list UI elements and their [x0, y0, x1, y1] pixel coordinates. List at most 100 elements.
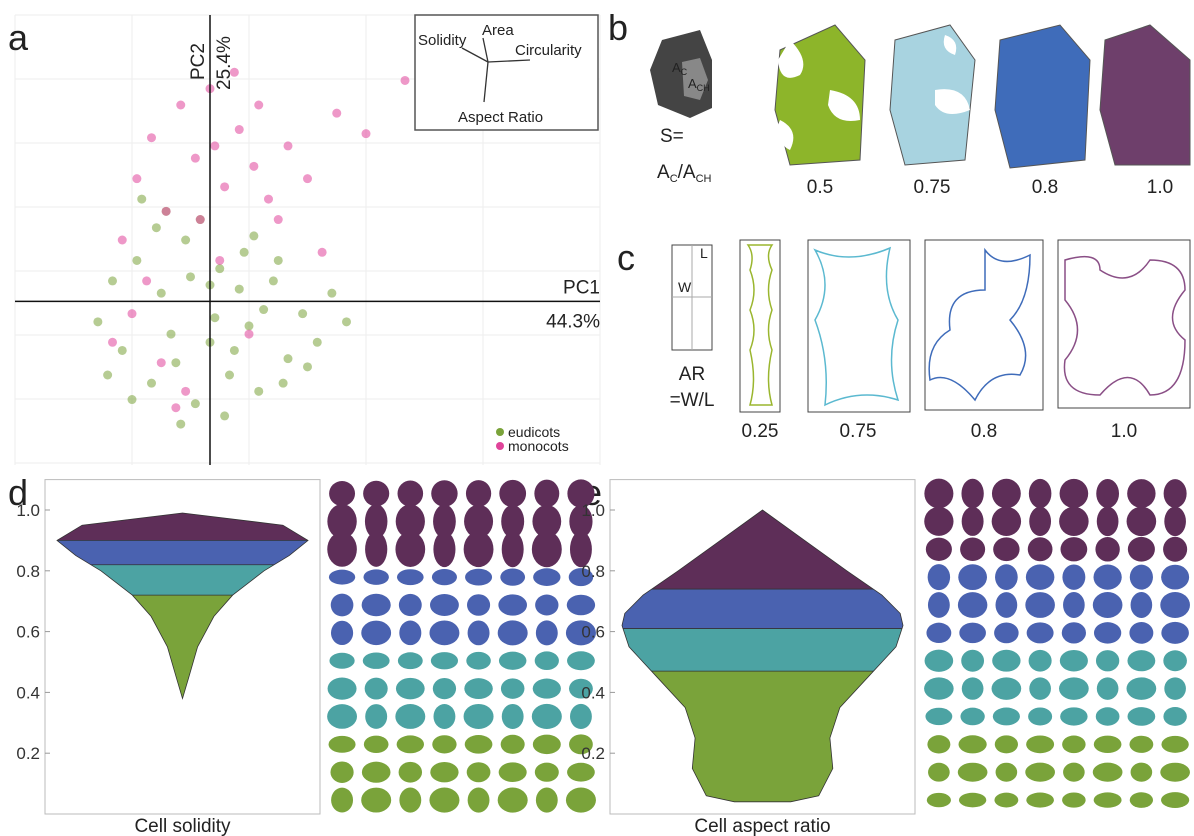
cell-thumbnail: [533, 568, 560, 586]
cell-thumbnail: [1062, 564, 1085, 589]
cell-thumbnail: [362, 594, 391, 617]
formula: =W/L: [670, 390, 715, 411]
cell-thumbnail: [1026, 793, 1054, 808]
cell-thumbnail: [958, 592, 988, 618]
example-value: 0.75: [914, 177, 951, 198]
cell-thumbnail: [961, 479, 983, 509]
cell-thumbnail: [397, 735, 424, 753]
point: [181, 387, 190, 396]
panel-label: a: [8, 17, 29, 58]
cell-thumbnail: [1029, 677, 1051, 699]
point: [235, 285, 244, 294]
y-axis-label: PC2: [188, 43, 209, 80]
point: [240, 248, 249, 257]
cell-thumbnail: [1027, 622, 1054, 643]
formula-lhs: AR: [679, 364, 705, 385]
cell-thumbnail: [432, 735, 456, 753]
cell-thumbnail: [1130, 565, 1153, 590]
cell-thumbnail: [992, 507, 1021, 536]
cell-thumbnail: [365, 532, 387, 567]
cell-thumbnail: [363, 653, 390, 669]
cell-thumbnail: [532, 704, 562, 729]
cell-thumbnail: [928, 763, 950, 782]
cell-thumbnail: [992, 650, 1020, 672]
cell-thumbnail: [331, 594, 354, 617]
cell-thumbnail: [993, 537, 1019, 561]
y-tick-label: 0.8: [581, 562, 605, 581]
cell-thumbnail: [1160, 592, 1190, 618]
point: [298, 309, 307, 318]
cell-thumbnail: [365, 704, 387, 729]
cell-thumbnail: [467, 762, 491, 782]
point: [401, 76, 410, 85]
cell-thumbnail: [567, 763, 595, 782]
example-value: 0.75: [840, 421, 877, 442]
cell-thumbnail: [1062, 736, 1085, 754]
cell-thumbnail: [1131, 592, 1153, 618]
cell-thumbnail: [1163, 650, 1187, 671]
x-axis-label: Cell aspect ratio: [694, 816, 830, 836]
cell-thumbnail: [1028, 537, 1053, 561]
cell-thumbnail: [1127, 479, 1155, 508]
cell-thumbnail: [962, 677, 984, 699]
cell-thumbnail: [329, 653, 354, 669]
cell-thumbnail: [465, 569, 492, 586]
panel-label: c: [617, 237, 635, 278]
point: [220, 411, 229, 420]
y-tick-label: 1.0: [16, 501, 40, 520]
cell-thumbnail: [1161, 792, 1189, 808]
cell-thumbnail: [1093, 763, 1123, 782]
point: [362, 129, 371, 138]
point: [108, 338, 117, 347]
cell-thumbnail: [1127, 677, 1157, 700]
cell-thumbnail: [499, 480, 526, 507]
cell-thumbnail: [399, 762, 422, 783]
point: [186, 272, 195, 281]
cell-thumbnail: [961, 650, 984, 672]
box-label: L: [700, 245, 708, 261]
cell-thumbnail: [361, 621, 391, 645]
point: [118, 236, 127, 245]
cell-thumbnail: [1164, 677, 1186, 700]
body: a b c d e Solidity Area Circularity Aspe…: [0, 0, 1194, 836]
cell-thumbnail: [996, 592, 1018, 618]
point: [215, 264, 224, 273]
cell-thumbnail: [502, 531, 524, 567]
x-axis-label: Cell solidity: [134, 816, 231, 836]
point: [279, 379, 288, 388]
cell-thumbnail: [1060, 479, 1089, 508]
example-value: 0.5: [807, 177, 833, 198]
point: [332, 109, 341, 118]
y-tick-label: 0.6: [581, 623, 605, 642]
violin-band: [610, 589, 915, 629]
cell-thumbnail: [960, 537, 985, 561]
point: [284, 354, 293, 363]
cell-thumbnail: [365, 678, 388, 700]
cell-thumbnail: [928, 564, 950, 590]
cell-thumbnail: [464, 531, 494, 567]
point: [230, 346, 239, 355]
example-value: 1.0: [1111, 421, 1137, 442]
point: [254, 101, 263, 110]
legend-label: monocots: [508, 438, 569, 454]
cell-thumbnail: [363, 569, 388, 584]
x-axis-label: 44.3%: [546, 311, 600, 332]
cell-thumbnail: [399, 788, 421, 813]
cell-thumbnail: [927, 735, 950, 753]
cell-thumbnail: [429, 788, 459, 813]
cell-thumbnail: [468, 788, 490, 813]
cell-thumbnail: [996, 763, 1018, 782]
point: [303, 174, 312, 183]
cell-thumbnail: [1061, 537, 1088, 561]
cell-thumbnail: [430, 762, 458, 782]
cell-thumbnail: [329, 570, 355, 585]
violin-band: [45, 540, 320, 564]
point: [132, 174, 141, 183]
point: [147, 379, 156, 388]
point: [118, 346, 127, 355]
cell-thumbnail: [995, 735, 1018, 753]
point: [235, 125, 244, 134]
cell-thumbnail: [536, 620, 558, 645]
cell-thumbnail: [1096, 479, 1119, 508]
cell-thumbnail: [500, 569, 525, 586]
